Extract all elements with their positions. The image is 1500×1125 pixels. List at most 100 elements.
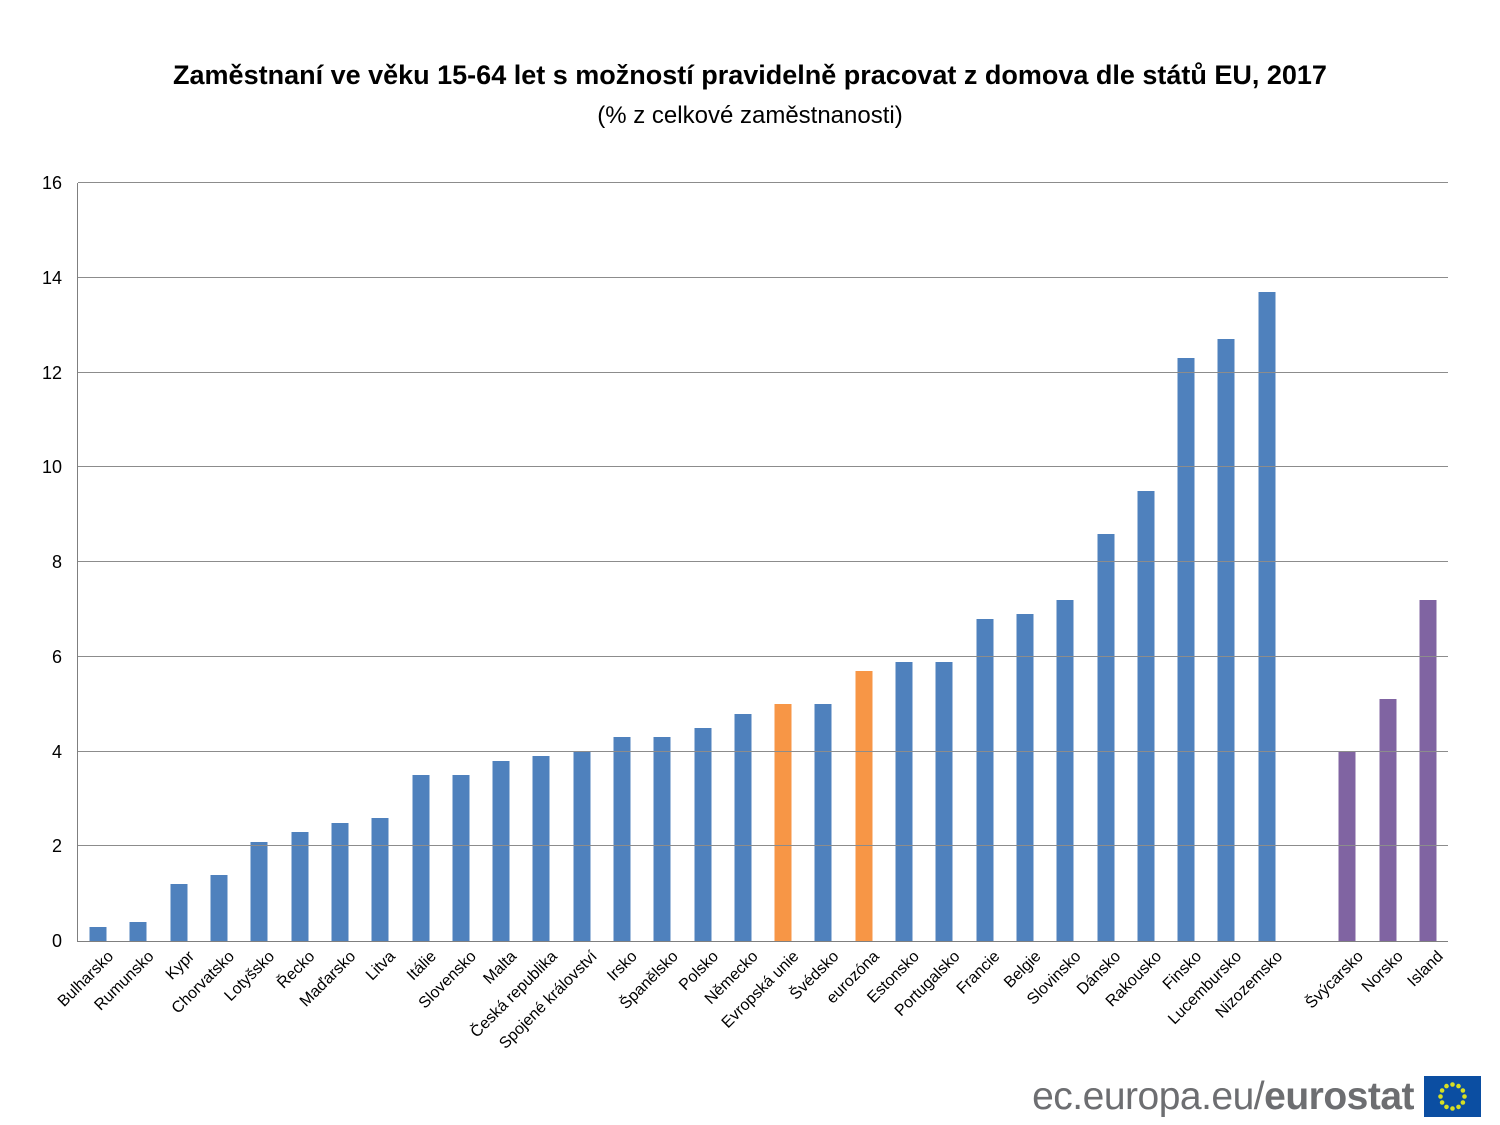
- bar-slot: Francie: [954, 183, 1005, 998]
- bar-Švédsko: [814, 704, 832, 941]
- bar-Finsko: [1177, 358, 1195, 941]
- x-axis-label: Litva: [363, 948, 400, 984]
- bar-Itálie: [412, 775, 430, 941]
- bar-Estonsko: [895, 661, 913, 941]
- bar-slot: Island: [1405, 183, 1448, 990]
- bar-Rakousko: [1137, 490, 1155, 941]
- y-axis-tick-label: 6: [51, 646, 62, 667]
- bar-slot: Bulharsko: [55, 183, 118, 1010]
- gridline: [78, 276, 1448, 278]
- x-axis-label: Island: [1404, 948, 1447, 991]
- bar-slot: Španělsko: [616, 183, 682, 1013]
- y-axis-tick-label: 4: [51, 741, 62, 762]
- bar-slot: Lotyšsko: [222, 183, 279, 1005]
- bar-slot: Německo: [702, 183, 763, 1008]
- eurostat-url-prefix: ec.europa.eu/: [1032, 1075, 1265, 1118]
- bar-Malta: [492, 760, 510, 941]
- bar-Polsko: [694, 727, 712, 941]
- y-axis-tick-label: 10: [41, 457, 62, 478]
- bar-Nizozemsko: [1258, 291, 1276, 941]
- bar-slot: Nizozemsko: [1212, 183, 1287, 1022]
- eurostat-url-text: ec.europa.eu/eurostat: [1032, 1077, 1414, 1116]
- bar-Spojené království: [573, 751, 591, 941]
- bar-Bulharsko: [89, 926, 107, 941]
- bar-Slovensko: [452, 775, 470, 941]
- bar-Irsko: [613, 737, 631, 941]
- bar-Slovinsko: [1056, 599, 1074, 941]
- bar-Švýcarsko: [1338, 751, 1356, 941]
- y-axis-tick-label: 16: [41, 173, 62, 193]
- gridline: [78, 371, 1448, 373]
- bar-Česká republika: [532, 756, 550, 941]
- bar-Lucembursko: [1217, 339, 1235, 941]
- bar-Kypr: [170, 884, 188, 941]
- x-axis-label: Kypr: [162, 948, 198, 984]
- x-axis-label: Švýcarsko: [1302, 948, 1367, 1013]
- bar-slot: Kypr: [159, 183, 199, 983]
- bar-Lotyšsko: [250, 841, 268, 941]
- bar-slot: Slovinsko: [1024, 183, 1085, 1008]
- bar-slot: Rakousko: [1103, 183, 1166, 1010]
- bar-slot: Maďarsko: [297, 183, 360, 1010]
- bar-Norsko: [1379, 699, 1397, 941]
- bar-slot: Rumunsko: [91, 183, 158, 1014]
- plot-area: Bulharsko Rumunsko Kypr Chorvatsko Lotyšsko Ř…: [55, 182, 1448, 1052]
- eurostat-logo: ec.europa.eu/eurostat: [1032, 1076, 1481, 1117]
- bar-Francie: [976, 618, 994, 941]
- bar-slot: Malta: [480, 183, 521, 988]
- bar-slot: Řecko: [275, 183, 319, 992]
- bar-slot: Itálie: [400, 183, 440, 984]
- bar-Belgie: [1016, 614, 1034, 941]
- bar-slot: Irsko: [602, 183, 642, 985]
- bar-slot: Dánsko: [1074, 183, 1125, 998]
- bar-slot: Norsko: [1359, 183, 1408, 996]
- bar-slot: Lucembursko: [1166, 183, 1246, 1028]
- gridline: [78, 845, 1448, 847]
- bar-Maďarsko: [331, 822, 349, 941]
- gridline: [78, 750, 1448, 752]
- bar-eurozóna: [855, 670, 873, 941]
- bar-slot: Slovensko: [416, 183, 481, 1012]
- bar-gap: [1287, 183, 1327, 941]
- bar-slot: Chorvatsko: [169, 183, 239, 1017]
- bar-slot: Finsko: [1160, 183, 1206, 993]
- bar-slot: Litva: [360, 183, 400, 984]
- eu-flag-stars: [1438, 1082, 1467, 1111]
- bar-Litva: [371, 817, 389, 941]
- bar-slot: Česká republika: [467, 183, 561, 1041]
- eu-flag-icon: [1424, 1076, 1481, 1117]
- y-axis-tick-label: 0: [51, 931, 62, 951]
- bar-Island: [1419, 599, 1437, 941]
- bar-Evropská unie: [774, 704, 792, 941]
- gridline: [78, 182, 1448, 183]
- y-axis-tick-label: 8: [51, 552, 62, 572]
- bar-Řecko: [291, 832, 309, 941]
- bar-slot: Evropská unie: [719, 183, 803, 1032]
- y-axis: 0 2 4 6 8 10 12 14 16: [0, 173, 62, 951]
- y-axis-tick-label: 12: [41, 362, 62, 383]
- gridline: [78, 466, 1448, 468]
- y-axis-tick-label: 2: [51, 836, 62, 857]
- bar-slot: Portugalsko: [892, 183, 964, 1020]
- bar-slot: Švédsko: [787, 183, 843, 1003]
- bars-container: Bulharsko Rumunsko Kypr Chorvatsko Lotyšsko Ř…: [55, 183, 1448, 1052]
- gridline: [78, 561, 1448, 562]
- chart-title: Zaměstnaní ve věku 15-64 let s možností …: [173, 60, 1327, 90]
- x-axis-label: Norsko: [1358, 948, 1407, 996]
- bar-slot: eurozóna: [824, 183, 884, 1007]
- eurostat-url-bold: eurostat: [1264, 1075, 1414, 1118]
- bar-Rumunsko: [129, 922, 147, 941]
- bar-slot: Švýcarsko: [1302, 183, 1367, 1012]
- bar-slot: Polsko: [676, 183, 722, 994]
- bar-Dánsko: [1097, 533, 1115, 941]
- bar-Německo: [734, 713, 752, 941]
- bar-Portugalsko: [935, 661, 953, 941]
- bar-Chorvatsko: [210, 874, 228, 941]
- bar-slot: Estonsko: [865, 183, 924, 1007]
- bar-Španělsko: [653, 737, 671, 941]
- bar-slot: Spojené království: [496, 183, 602, 1052]
- x-axis-label: Francie: [953, 948, 1004, 998]
- y-axis-tick-label: 14: [41, 267, 62, 288]
- bar-slot: Belgie: [1001, 183, 1045, 991]
